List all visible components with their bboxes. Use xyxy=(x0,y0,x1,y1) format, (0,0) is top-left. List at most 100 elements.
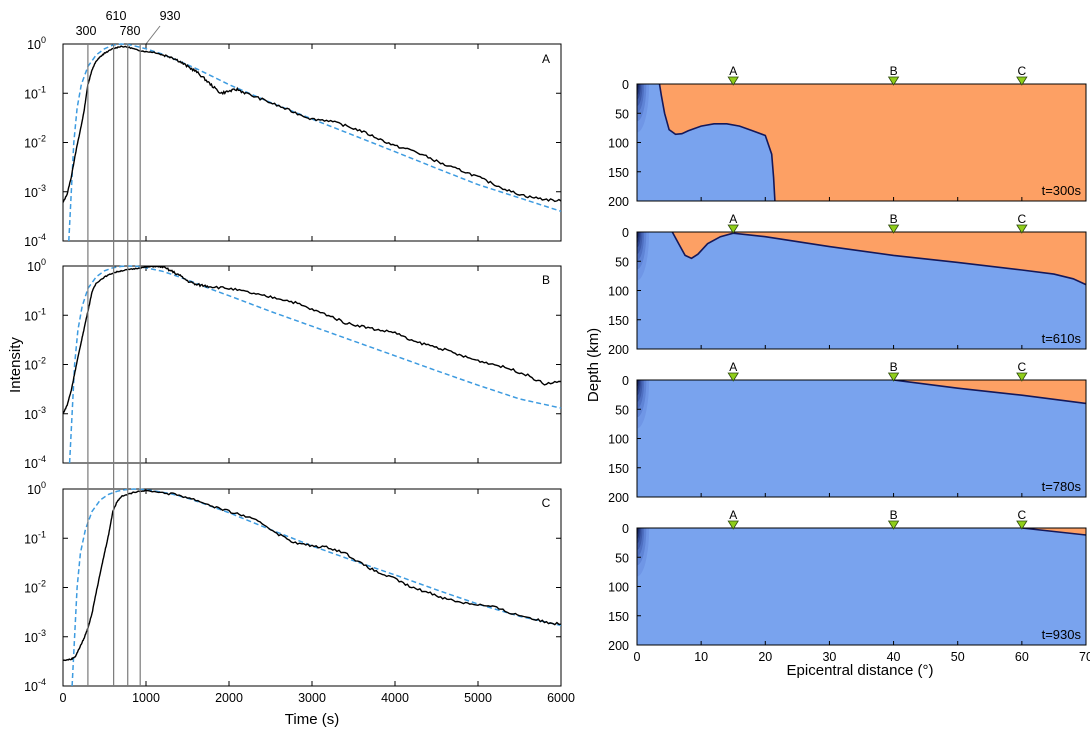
y-tick-label: 10-1 xyxy=(24,306,46,323)
y-tick-label: 0 xyxy=(622,522,629,536)
y-tick-label: 100 xyxy=(27,480,46,497)
x-tick-label: 0 xyxy=(60,691,67,705)
station-marker-A xyxy=(727,520,739,530)
y-tick-label: 50 xyxy=(615,403,629,417)
y-tick-label: 10-3 xyxy=(24,183,46,200)
y-tick-exponent: -4 xyxy=(38,454,46,464)
model-curve-B xyxy=(68,265,562,464)
station-label-C: C xyxy=(1018,64,1027,78)
y-tick-label: 50 xyxy=(615,255,629,269)
y-tick-label: 10-1 xyxy=(24,529,46,546)
y-tick-label: 10-2 xyxy=(24,134,46,151)
depth-panel-t=930s: 0 50 100 150 200 0 10 20 30 40 50 60 70 t=930s A B C xyxy=(608,508,1090,664)
time-label: t=610s xyxy=(1042,331,1082,346)
boundary-line xyxy=(1021,528,1086,536)
x-tick-label: 3000 xyxy=(298,691,326,705)
y-tick-exponent: 0 xyxy=(41,35,46,45)
depth-panel-plot xyxy=(637,528,1086,645)
boundary-line xyxy=(671,232,1086,286)
y-tick-exponent: -1 xyxy=(38,306,46,316)
station-label-A: A xyxy=(729,508,737,522)
y-tick-exponent: 0 xyxy=(41,480,46,490)
marker-label-300: 300 xyxy=(76,24,97,38)
boundary-line xyxy=(893,380,1086,405)
x-axis-label-time: Time (s) xyxy=(285,711,339,728)
x-tick-label: 5000 xyxy=(464,691,492,705)
depth-panel-t=300s: 0 50 100 150 200 t=300s A B C xyxy=(608,64,1087,209)
y-tick-label: 10-4 xyxy=(24,454,46,471)
x-tick-label: 0 xyxy=(634,650,641,664)
observed-curve-B xyxy=(62,265,562,414)
y-tick-label: 0 xyxy=(622,78,629,92)
station-label-C: C xyxy=(1018,508,1027,522)
station-marker-A xyxy=(727,76,739,86)
x-tick-label: 6000 xyxy=(547,691,575,705)
station-marker-C xyxy=(1016,372,1028,382)
station-marker-B xyxy=(887,224,900,234)
y-tick-exponent: 0 xyxy=(41,257,46,267)
y-tick-exponent: -3 xyxy=(38,628,46,638)
y-tick-label: 200 xyxy=(608,491,629,505)
panel-C: C 100 10-1 10-2 10-3 10-4 0 1000 2000 3000 4000 50… xyxy=(24,480,575,705)
x-tick-label: 1000 xyxy=(132,691,160,705)
x-tick-label: 50 xyxy=(951,650,965,664)
depth-panel-plot xyxy=(637,232,1086,349)
station-marker-A xyxy=(727,224,739,234)
y-tick-label: 10-2 xyxy=(24,579,46,596)
y-tick-label: 10-3 xyxy=(24,628,46,645)
panel-label: A xyxy=(542,52,550,66)
y-tick-label: 0 xyxy=(622,226,629,240)
y-tick-exponent: -2 xyxy=(38,134,46,144)
y-tick-label: 0 xyxy=(622,374,629,388)
region-blue xyxy=(637,84,775,201)
x-tick-label: 60 xyxy=(1015,650,1029,664)
y-tick-label: 100 xyxy=(608,581,629,595)
y-tick-label: 150 xyxy=(608,166,629,180)
observed-curve-A xyxy=(62,45,562,203)
station-marker-C xyxy=(1016,224,1028,234)
y-tick-label: 10-1 xyxy=(24,84,46,101)
x-tick-label: 2000 xyxy=(215,691,243,705)
y-tick-label: 100 xyxy=(27,35,46,52)
leader-930 xyxy=(145,25,161,45)
x-axis-label-distance: Epicentral distance (°) xyxy=(787,662,934,679)
region-blue xyxy=(637,380,1086,497)
station-marker-B xyxy=(887,520,900,530)
depth-panel-plot xyxy=(637,380,1086,497)
station-label-C: C xyxy=(1018,360,1027,374)
model-curve-C xyxy=(71,488,562,687)
x-tick-label: 40 xyxy=(887,650,901,664)
station-marker-B xyxy=(887,372,900,382)
panel-A: A 100 10-1 10-2 10-3 10-4 xyxy=(24,35,562,249)
y-tick-exponent: -1 xyxy=(38,84,46,94)
y-tick-exponent: -4 xyxy=(38,232,46,242)
y-tick-label: 200 xyxy=(608,639,629,653)
y-tick-label: 200 xyxy=(608,343,629,357)
x-tick-label: 30 xyxy=(822,650,836,664)
y-tick-label: 10-4 xyxy=(24,677,46,694)
y-tick-label: 150 xyxy=(608,462,629,476)
y-tick-exponent: -1 xyxy=(38,529,46,539)
y-tick-label: 50 xyxy=(615,107,629,121)
depth-panel-t=780s: 0 50 100 150 200 t=780s A B C xyxy=(608,360,1087,505)
x-tick-label: 10 xyxy=(694,650,708,664)
region-blue xyxy=(637,232,1086,349)
y-tick-exponent: -2 xyxy=(38,356,46,366)
panel-B: B 100 10-1 10-2 10-3 10-4 xyxy=(24,257,562,471)
station-marker-C xyxy=(1016,520,1028,530)
y-tick-label: 100 xyxy=(608,433,629,447)
panel-frame xyxy=(62,43,562,242)
y-tick-label: 100 xyxy=(608,285,629,299)
panel-label: C xyxy=(542,496,551,510)
y-tick-label: 50 xyxy=(615,551,629,565)
y-tick-label: 100 xyxy=(27,257,46,274)
model-curve-A xyxy=(68,43,562,242)
panel-frame xyxy=(62,488,562,687)
y-tick-label: 150 xyxy=(608,314,629,328)
station-label-B: B xyxy=(890,360,898,374)
depth-panel-t=610s: 0 50 100 150 200 t=610s A B C xyxy=(608,212,1087,357)
station-label-C: C xyxy=(1018,212,1027,226)
station-label-B: B xyxy=(890,508,898,522)
marker-leaders xyxy=(145,25,161,45)
